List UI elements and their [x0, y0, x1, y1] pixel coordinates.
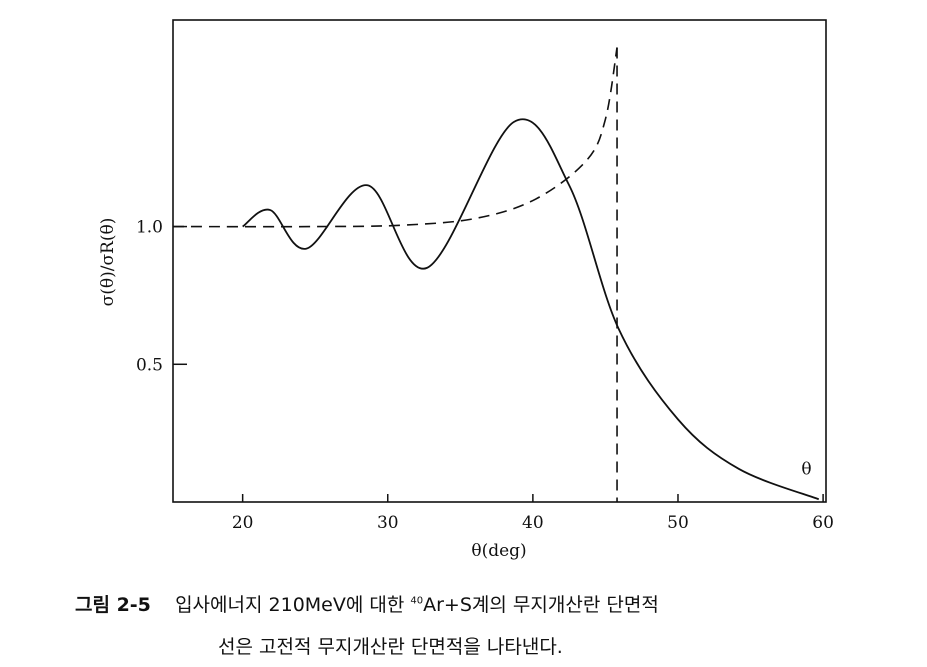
x-tick-label: 30	[377, 513, 399, 533]
caption-line-1: 그림 2-5 입사에너지 210MeV에 대한 40Ar+S계의 무지개산란 단…	[75, 590, 659, 617]
x-tick-label: 40	[522, 513, 544, 533]
caption-line-2: 선은 고전적 무지개산란 단면적을 나타낸다.	[218, 636, 563, 658]
y-tick-label: 1.0	[136, 218, 163, 238]
caption-text-a: 입사에너지 210MeV에 대한	[175, 594, 411, 616]
series-quantum-line	[242, 118, 820, 501]
theta-annotation: θ	[801, 459, 811, 479]
x-tick-label: 20	[232, 513, 254, 533]
y-tick-label: 0.5	[136, 355, 163, 375]
x-tick-label: 50	[667, 513, 689, 533]
series-classical-line	[172, 47, 618, 228]
caption-superscript: 40	[410, 595, 424, 607]
x-tick-label: 60	[812, 513, 834, 533]
x-axis-label: θ(deg)	[471, 541, 526, 561]
caption-figure-label: 그림 2-5	[75, 594, 151, 616]
plot-frame	[172, 19, 827, 503]
caption-text-b: Ar+S계의 무지개산란 단면적	[423, 594, 659, 616]
y-axis-label: σ(θ)/σR(θ)	[98, 218, 118, 307]
